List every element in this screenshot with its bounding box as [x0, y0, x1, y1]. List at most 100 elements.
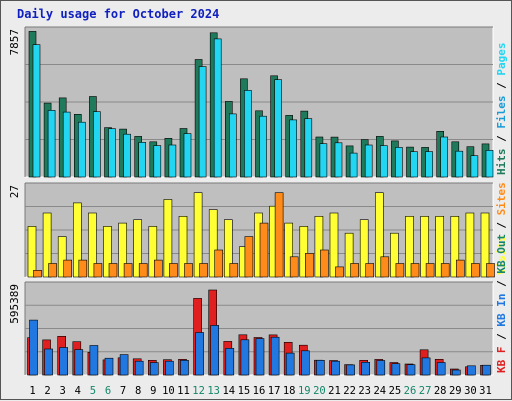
day-label-15: 15 [238, 385, 251, 397]
day-label-6: 6 [105, 385, 111, 397]
bar-kb-in-day-14 [225, 348, 235, 376]
bar-kb-in-day-10 [165, 360, 174, 376]
bar-sites-day-4 [78, 259, 88, 278]
bar-files-day-27 [425, 151, 433, 178]
bar-files-day-26 [410, 151, 418, 178]
bar-sites-day-25 [395, 263, 405, 278]
day-label-27: 27 [419, 385, 432, 397]
day-label-24: 24 [373, 385, 386, 397]
bar-files-day-21 [334, 142, 343, 178]
bar-sites-day-19 [304, 253, 314, 278]
legend-kbin-kbout: KB F / KB In / KB Out [495, 234, 508, 373]
legend-kb-out: KB Out [495, 234, 508, 274]
day-label-25: 25 [389, 385, 402, 397]
bar-kb-in-day-2 [44, 348, 53, 376]
bar-visits-day-29 [450, 216, 460, 278]
bar-files-day-17 [274, 79, 282, 178]
day-label-9: 9 [150, 385, 156, 397]
bar-files-day-8 [138, 142, 146, 178]
bar-sites-day-10 [169, 263, 178, 278]
bar-kb-in-day-20 [316, 359, 325, 376]
bar-sites-day-23 [365, 263, 375, 278]
day-label-1: 1 [29, 385, 35, 397]
bar-kb-in-day-16 [255, 338, 265, 376]
bar-visits-day-31 [480, 212, 490, 278]
legend-separator: / [495, 215, 508, 235]
bar-sites-day-3 [63, 259, 73, 278]
bar-files-day-6 [108, 128, 116, 178]
bar-visits-day-9 [148, 226, 158, 278]
bar-kb-in-day-5 [89, 345, 99, 376]
bar-sites-day-22 [350, 263, 359, 278]
bar-kb-in-day-8 [134, 360, 144, 376]
bar-files-day-3 [62, 111, 71, 178]
bar-visits-day-12 [193, 192, 203, 278]
bar-sites-day-2 [48, 263, 57, 278]
day-label-11: 11 [177, 385, 190, 397]
bar-kb-in-day-29 [451, 369, 461, 376]
bar-kb-in-day-7 [119, 354, 129, 376]
bar-kb-in-day-31 [482, 364, 491, 376]
bar-files-day-24 [379, 145, 388, 178]
y-max-label: 595389 [8, 284, 21, 324]
bar-visits-day-30 [465, 212, 475, 278]
legend-sites: Sites [495, 182, 508, 215]
bar-sites-day-7 [123, 263, 133, 278]
bar-sites-day-17 [274, 192, 284, 278]
day-label-17: 17 [268, 385, 281, 397]
bar-files-day-19 [304, 118, 313, 178]
day-label-4: 4 [75, 385, 81, 397]
bar-visits-day-14 [224, 219, 233, 278]
day-label-14: 14 [222, 385, 235, 397]
legend-separator: / [495, 76, 508, 96]
bar-kb-in-day-15 [240, 339, 250, 376]
bar-sites-day-26 [410, 263, 420, 278]
legend-hits: Hits [495, 149, 508, 176]
bar-files-day-13 [213, 38, 222, 178]
day-label-20: 20 [313, 385, 326, 397]
day-label-29: 29 [449, 385, 462, 397]
bar-visits-day-2 [42, 212, 52, 278]
bar-files-day-12 [198, 66, 207, 178]
day-label-28: 28 [434, 385, 447, 397]
legend-kb-in: KB In [495, 294, 508, 327]
bar-kb-in-day-4 [74, 349, 84, 376]
bar-files-day-29 [455, 150, 464, 178]
day-label-18: 18 [283, 385, 296, 397]
bar-visits-day-22 [344, 232, 354, 278]
day-label-10: 10 [162, 385, 175, 397]
bar-visits-day-6 [103, 226, 112, 278]
bar-sites-day-16 [259, 222, 269, 278]
day-label-13: 13 [207, 385, 220, 397]
bar-sites-day-27 [425, 263, 435, 278]
bar-kb-in-day-23 [361, 361, 371, 376]
bar-visits-day-28 [435, 216, 445, 278]
bar-sites-day-12 [199, 263, 208, 278]
day-label-22: 22 [343, 385, 356, 397]
bar-sites-day-11 [184, 263, 193, 278]
bar-kb-in-day-13 [210, 325, 219, 376]
y-max-label: 7857 [8, 29, 21, 56]
bar-files-day-18 [289, 119, 298, 178]
bar-files-day-2 [47, 110, 56, 178]
bar-sites-day-14 [229, 263, 239, 278]
bar-sites-day-5 [93, 263, 103, 278]
bar-files-day-16 [259, 115, 267, 178]
bar-kb-in-day-21 [331, 360, 340, 376]
bar-visits-day-19 [299, 226, 309, 278]
bar-visits-day-1 [27, 226, 37, 278]
bar-visits-day-21 [329, 212, 339, 278]
bar-sites-day-13 [214, 249, 223, 278]
bar-sites-day-20 [320, 249, 329, 278]
bar-visits-day-25 [390, 232, 399, 278]
bar-kb-in-day-22 [346, 364, 355, 376]
day-label-7: 7 [120, 385, 126, 397]
legend-separator: / [495, 327, 508, 347]
legend-visits-sites: Visits / Sites [495, 182, 508, 275]
bar-sites-day-18 [289, 256, 299, 278]
bar-sites-day-21 [335, 266, 344, 278]
bar-sites-day-8 [138, 263, 148, 278]
bar-kb-in-day-3 [59, 347, 69, 376]
legend-pages: Pages [495, 43, 508, 76]
